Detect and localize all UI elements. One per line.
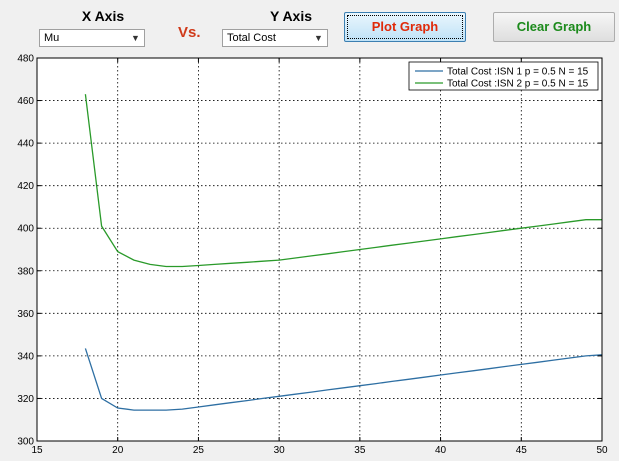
y-tick-label: 480 bbox=[17, 54, 34, 65]
x-axis-select-value: Mu bbox=[44, 32, 60, 44]
x-tick-label: 35 bbox=[354, 445, 366, 456]
x-tick-label: 30 bbox=[274, 445, 286, 456]
legend-box bbox=[408, 61, 599, 91]
y-axis-select[interactable]: Total Cost ▼ bbox=[222, 29, 328, 47]
x-tick-label: 40 bbox=[435, 445, 447, 456]
x-tick-label: 50 bbox=[596, 445, 608, 456]
y-axis-title: Y Axis bbox=[269, 8, 313, 24]
tick-group: 15 20 25 30 35 40 45 50 300 320 340 360 380 400 420 440… bbox=[17, 54, 608, 457]
y-tick-label: 380 bbox=[17, 266, 34, 277]
y-tick-label: 420 bbox=[17, 181, 34, 192]
y-tick-label: 340 bbox=[17, 351, 34, 362]
series-group bbox=[84, 94, 603, 411]
y-tick-label: 320 bbox=[17, 394, 34, 405]
chevron-down-icon[interactable]: ▼ bbox=[131, 33, 140, 43]
x-axis-title: X Axis bbox=[81, 8, 125, 24]
clear-graph-button[interactable]: Clear Graph bbox=[493, 12, 615, 42]
y-axis-select-value: Total Cost bbox=[227, 32, 276, 44]
chevron-down-icon[interactable]: ▼ bbox=[314, 33, 323, 43]
legend-label-2: Total Cost :ISN 2 p = 0.5 N = 15 bbox=[447, 79, 589, 90]
y-tick-label: 460 bbox=[17, 96, 34, 107]
legend-label-1: Total Cost :ISN 1 p = 0.5 N = 15 bbox=[447, 67, 589, 78]
y-tick-label: 400 bbox=[17, 224, 34, 235]
plot-background bbox=[37, 58, 602, 441]
y-tick-label: 300 bbox=[17, 437, 34, 448]
plot-frame bbox=[36, 57, 603, 442]
series-line-1 bbox=[84, 348, 603, 411]
series-line-2 bbox=[84, 94, 602, 268]
x-tick-label: 20 bbox=[112, 445, 124, 456]
x-tick-label: 45 bbox=[516, 445, 528, 456]
vs-label: Vs. bbox=[178, 24, 201, 41]
x-axis-select[interactable]: Mu ▼ bbox=[39, 29, 145, 47]
x-tick-label: 25 bbox=[193, 445, 205, 456]
y-tick-label: 360 bbox=[17, 309, 34, 320]
x-tick-label: 15 bbox=[31, 445, 43, 456]
y-tick-label: 440 bbox=[17, 139, 34, 150]
plot-graph-button[interactable]: Plot Graph bbox=[344, 12, 466, 42]
